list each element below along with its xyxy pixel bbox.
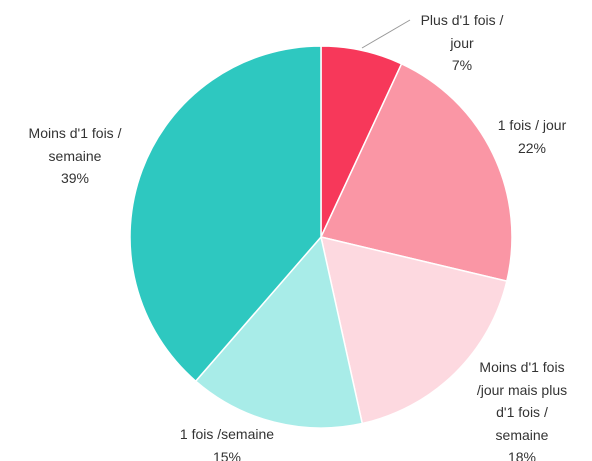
pie-slice [194, 235, 364, 429]
value-label: 7% [451, 57, 473, 73]
leader-line [361, 19, 411, 49]
pie-slice [320, 235, 508, 425]
slice-label: Moins d'1 fois / semaine 39% [15, 122, 135, 190]
slice-label: Plus d'1 fois / jour 7% [407, 9, 517, 77]
value-label: 15% [212, 448, 242, 461]
category-label: 1 fois / jour [497, 117, 567, 133]
value-label: 18% [507, 449, 537, 461]
category-label: Moins d'1 fois / semaine [28, 125, 122, 164]
category-label: 1 fois /semaine [179, 426, 275, 442]
category-label: Plus d'1 fois / jour [420, 12, 504, 51]
pie-slice [129, 45, 322, 383]
slice-label: 1 fois / jour 22% [472, 114, 592, 159]
value-label: 39% [60, 170, 90, 186]
category-label: Moins d'1 fois /jour mais plus d'1 fois … [476, 359, 568, 443]
value-label: 22% [517, 139, 547, 156]
slice-label: Moins d'1 fois /jour mais plus d'1 fois … [470, 356, 574, 461]
pie-slice [319, 62, 513, 283]
slice-label: 1 fois /semaine 15% [157, 423, 297, 461]
